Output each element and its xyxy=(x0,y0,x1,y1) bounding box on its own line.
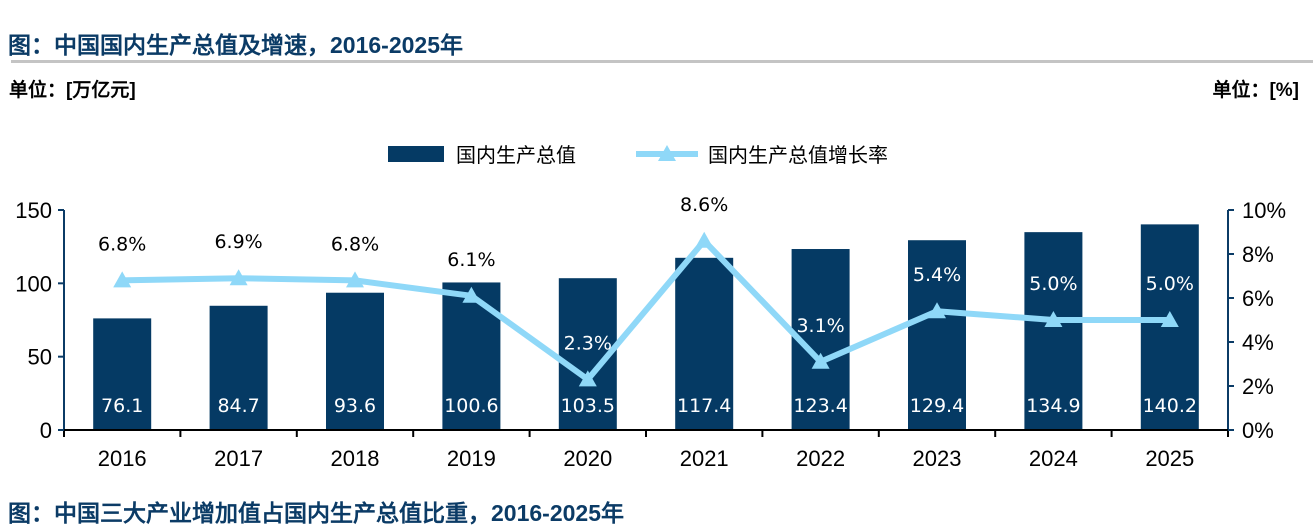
x-tick-label-2022: 2022 xyxy=(796,446,845,471)
left-tick-label: 0 xyxy=(40,418,52,443)
x-tick-label-2024: 2024 xyxy=(1029,446,1078,471)
legend-bar-swatch xyxy=(388,146,444,162)
left-tick-label: 100 xyxy=(15,271,52,296)
bar-2021 xyxy=(675,257,734,430)
bar-label-2020: 103.5 xyxy=(561,395,615,417)
right-tick-label: 0% xyxy=(1242,418,1274,443)
growth-marker-2018 xyxy=(346,271,364,288)
growth-label-2021: 8.6% xyxy=(680,194,728,216)
bar-label-2025: 140.2 xyxy=(1143,395,1197,417)
right-tick-label: 6% xyxy=(1242,286,1274,311)
growth-marker-2023 xyxy=(928,302,946,319)
bar-label-2024: 134.9 xyxy=(1026,395,1080,417)
left-unit-label: 单位：[万亿元] xyxy=(9,80,136,101)
x-tick-label-2025: 2025 xyxy=(1145,446,1194,471)
right-unit-label: 单位：[%] xyxy=(1212,80,1299,101)
left-tick-label: 150 xyxy=(15,198,52,223)
bar-label-2017: 84.7 xyxy=(217,395,259,417)
growth-marker-2025 xyxy=(1160,311,1179,327)
right-tick-label: 8% xyxy=(1242,242,1274,267)
bar-label-2019: 100.6 xyxy=(444,395,498,417)
bar-2016 xyxy=(93,318,152,430)
x-tick-label-2017: 2017 xyxy=(214,446,263,471)
legend-bar-label: 国内生产总值 xyxy=(456,144,576,167)
x-tick-label-2020: 2020 xyxy=(563,446,612,471)
title-divider xyxy=(11,60,1313,63)
growth-label-2022: 3.1% xyxy=(796,315,844,337)
growth-marker-2017 xyxy=(229,269,248,286)
growth-marker-2016 xyxy=(113,271,132,288)
growth-label-2019: 6.1% xyxy=(447,249,495,271)
bar-2017 xyxy=(209,305,268,430)
growth-label-2018: 6.8% xyxy=(331,233,379,255)
chart-title: 图：中国国内生产总值及增速，2016-2025年 xyxy=(8,32,463,58)
growth-marker-2019 xyxy=(462,286,481,303)
x-tick-label-2016: 2016 xyxy=(98,446,147,471)
growth-line xyxy=(122,237,1170,383)
growth-marker-2024 xyxy=(1044,311,1063,327)
bar-2024 xyxy=(1024,232,1083,430)
bar-2023 xyxy=(908,240,966,430)
growth-marker-2022 xyxy=(811,352,830,369)
right-tick-label: 10% xyxy=(1242,198,1286,223)
bar-label-2023: 129.4 xyxy=(910,395,964,417)
growth-label-2025: 5.0% xyxy=(1146,273,1194,295)
next-chart-title: 图：中国三大产业增加值占国内生产总值比重，2016-2025年 xyxy=(8,500,624,526)
legend-line-marker xyxy=(658,145,676,161)
bar-label-2018: 93.6 xyxy=(334,395,376,417)
right-tick-label: 4% xyxy=(1242,330,1274,355)
growth-label-2023: 5.4% xyxy=(913,264,961,286)
bar-label-2022: 123.4 xyxy=(793,395,847,417)
bar-label-2021: 117.4 xyxy=(677,395,731,417)
left-tick-label: 50 xyxy=(28,345,52,370)
growth-marker-2021 xyxy=(695,231,714,248)
x-tick-label-2021: 2021 xyxy=(680,446,729,471)
legend-line-label: 国内生产总值增长率 xyxy=(708,144,888,167)
bar-2025 xyxy=(1140,224,1199,430)
x-tick-label-2023: 2023 xyxy=(913,446,962,471)
growth-marker-2020 xyxy=(578,370,597,387)
growth-label-2017: 6.9% xyxy=(214,231,262,253)
growth-label-2020: 2.3% xyxy=(564,332,612,354)
growth-label-2024: 5.0% xyxy=(1029,273,1077,295)
x-tick-label-2018: 2018 xyxy=(331,446,380,471)
x-tick-label-2019: 2019 xyxy=(447,446,496,471)
bar-label-2016: 76.1 xyxy=(101,395,143,417)
bar-2018 xyxy=(326,292,384,430)
growth-label-2016: 6.8% xyxy=(98,233,146,255)
right-tick-label: 2% xyxy=(1242,374,1274,399)
